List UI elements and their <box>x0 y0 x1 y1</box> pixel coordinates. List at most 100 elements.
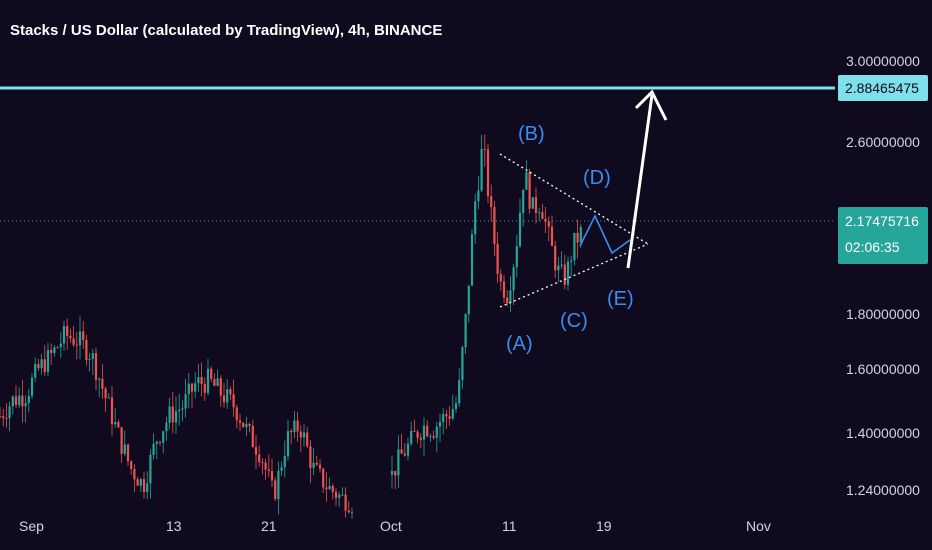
candle-body <box>235 407 238 421</box>
candlestick-series <box>0 134 582 519</box>
candle-body <box>267 469 270 472</box>
candle-body <box>512 267 515 291</box>
candle-body <box>509 290 512 304</box>
candle-body <box>502 281 506 298</box>
candle-body <box>66 326 69 336</box>
x-tick-sep: Sep <box>19 518 44 534</box>
candle-body <box>506 297 509 304</box>
candle-body <box>126 444 130 462</box>
candle-body <box>419 437 422 440</box>
candle-body <box>200 377 203 384</box>
x-tick-13: 13 <box>166 518 182 534</box>
candle-body <box>165 422 168 432</box>
candle-body <box>406 443 410 456</box>
candle-body <box>213 378 216 386</box>
y-tick-2.60: 2.60000000 <box>846 134 920 150</box>
candle-body <box>318 464 322 469</box>
candle-body <box>178 409 181 412</box>
candle-body <box>518 212 522 247</box>
candle-body <box>219 378 222 396</box>
candle-body <box>226 389 229 403</box>
candle-body <box>251 425 254 448</box>
candle-body <box>232 394 235 408</box>
candle-body <box>56 347 59 349</box>
candle-body <box>302 432 306 438</box>
wave-label-d: (D) <box>583 167 611 189</box>
candle-body <box>563 264 566 285</box>
candle-body <box>493 206 496 244</box>
candle-body <box>277 470 280 500</box>
candle-body <box>438 421 442 427</box>
wave-label-c: (C) <box>560 310 588 332</box>
y-tick-1.24: 1.24000000 <box>846 482 920 498</box>
candle-body <box>410 430 413 444</box>
candle-body <box>91 353 94 359</box>
candle-body <box>566 261 570 285</box>
candle-body <box>46 349 50 372</box>
x-tick-19: 19 <box>596 518 612 534</box>
candle-body <box>37 364 40 369</box>
candle-body <box>397 449 400 476</box>
candle-body <box>538 212 541 214</box>
triangle-upper-line <box>499 153 649 245</box>
level-price-label: 2.88465475 <box>845 80 919 96</box>
wave-label-a: (A) <box>506 333 533 355</box>
candle-body <box>40 359 43 369</box>
candle-body <box>306 432 309 447</box>
candle-body <box>27 395 30 404</box>
candle-body <box>483 149 486 151</box>
candle-body <box>486 149 490 197</box>
candle-body <box>528 171 531 209</box>
candle-body <box>550 226 554 246</box>
candle-body <box>560 264 563 266</box>
candle-body <box>168 406 171 423</box>
candle-body <box>296 420 299 432</box>
x-tick-21: 21 <box>261 518 277 534</box>
candle-body <box>454 403 458 410</box>
candle-body <box>270 471 274 481</box>
candle-body <box>258 454 261 463</box>
candle-body <box>474 201 477 235</box>
candle-body <box>280 467 283 471</box>
y-tick-1.80: 1.80000000 <box>846 306 920 322</box>
candle-body <box>82 331 85 341</box>
candle-body <box>576 232 579 243</box>
candle-body <box>309 446 312 468</box>
candle-body <box>187 383 190 395</box>
candle-body <box>461 347 464 381</box>
candle-body <box>403 453 406 456</box>
candle-body <box>98 378 101 380</box>
candle-body <box>11 396 14 407</box>
candle-body <box>94 353 98 380</box>
candle-body <box>155 441 158 445</box>
candle-body <box>283 456 286 468</box>
candle-body <box>130 461 133 470</box>
candle-body <box>158 441 162 443</box>
candle-body <box>422 425 426 440</box>
candle-body <box>190 383 194 392</box>
candle-body <box>139 479 142 486</box>
candle-body <box>477 190 480 202</box>
projected-wave-path <box>579 214 631 255</box>
candle-body <box>62 326 66 344</box>
candle-body <box>264 462 267 470</box>
candle-body <box>547 221 550 227</box>
candle-body <box>451 409 454 419</box>
candle-body <box>426 425 429 437</box>
candle-body <box>261 462 264 464</box>
candle-body <box>480 149 483 191</box>
current-price-tag <box>838 207 928 264</box>
candle-body <box>14 396 18 405</box>
candle-body <box>8 406 11 419</box>
candle-body <box>290 430 293 433</box>
candle-body <box>5 418 8 420</box>
candle-body <box>315 462 318 465</box>
candle-body <box>104 388 107 399</box>
candle-body <box>59 343 62 348</box>
candle-body <box>328 485 331 490</box>
candle-body <box>531 197 534 209</box>
candle-body <box>24 403 27 407</box>
candle-body <box>174 411 178 423</box>
candle-body <box>184 394 187 409</box>
